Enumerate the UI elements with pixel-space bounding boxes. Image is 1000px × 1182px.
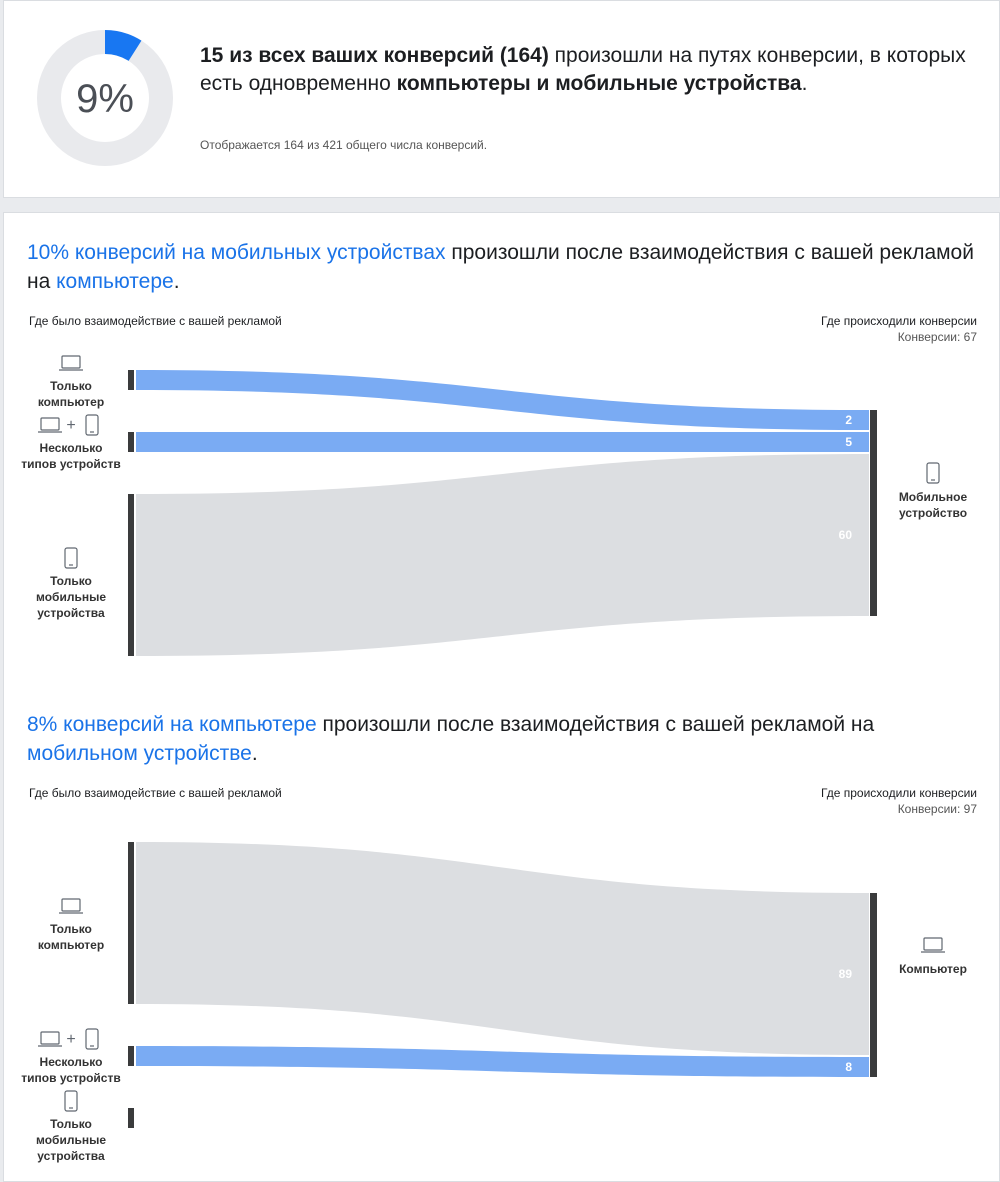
flow-value: 2 [845, 413, 852, 427]
title-part: произошли после взаимодействия с вашей р… [316, 713, 875, 736]
source-label: Только компьютер [37, 379, 105, 409]
total-label: Конверсии: 67 [897, 330, 977, 344]
phone-body [64, 547, 78, 569]
target-label: Мобильное устройство [898, 490, 968, 520]
source-node [128, 842, 134, 1004]
right-header: Где происходили конверсии [821, 786, 977, 800]
left-header: Где было взаимодействие с вашей рекламой [29, 314, 282, 328]
title-part: . [251, 742, 258, 765]
icon [64, 1090, 78, 1112]
phone-body [85, 1028, 99, 1050]
title-part: произошли после взаимодействия с вашей р… [27, 241, 974, 293]
phone-body [85, 414, 99, 436]
source-label: Только компьютер [37, 922, 105, 952]
laptop-screen [40, 417, 60, 431]
source-node [128, 1046, 134, 1066]
donut-label: 9% [76, 77, 134, 121]
flow [136, 842, 869, 1055]
source-node [128, 432, 134, 452]
icon [38, 414, 99, 436]
target-label: Компьютер [899, 962, 967, 976]
total-label: Конверсии: 97 [897, 802, 977, 816]
title-part: 10% конверсий на мобильных устройствах [27, 241, 446, 264]
flow-value: 60 [839, 528, 853, 542]
icon [64, 547, 78, 569]
title-part: 8% конверсий на компьютере [27, 713, 317, 736]
source-node [128, 370, 134, 390]
source-label: Несколько типов устройств [21, 441, 121, 471]
phone-body [926, 462, 940, 484]
icon [59, 898, 83, 914]
section-title: 10% конверсий на мобильных устройствах п… [27, 238, 977, 296]
phone-body [64, 1090, 78, 1112]
flow [136, 1046, 869, 1077]
donut-arc [37, 30, 173, 166]
target-node [870, 893, 877, 1077]
source-label: Только мобильные устройства [35, 1117, 106, 1163]
flow [136, 432, 869, 452]
right-header: Где происходили конверсии [821, 314, 977, 328]
note: Отображается 164 из 421 общего числа кон… [200, 138, 488, 152]
headline-part: . [801, 72, 808, 95]
headline: 15 из всех ваших конверсий (164) произош… [200, 42, 980, 98]
icon [38, 1028, 99, 1050]
title-part: . [173, 270, 180, 293]
source-label: Только мобильные устройства [35, 574, 106, 620]
flow [136, 1079, 869, 1108]
headline-part: произошли на путях конверсии, в которых … [200, 44, 966, 95]
section-title: 8% конверсий на компьютере произошли пос… [27, 710, 977, 768]
flow [136, 370, 869, 430]
laptop-screen [40, 1031, 60, 1045]
headline-part: 15 из всех ваших конверсий (164) [200, 44, 549, 67]
plus: + [66, 1031, 75, 1048]
laptop-screen [923, 937, 943, 951]
title-part: мобильном устройстве [27, 742, 252, 765]
icon [59, 355, 83, 371]
source-label: Несколько типов устройств [21, 1055, 121, 1085]
plus: + [66, 417, 75, 434]
laptop-screen [61, 355, 81, 369]
flow-value: 8 [845, 1060, 852, 1074]
source-node [128, 1108, 134, 1128]
flow-value: 5 [845, 435, 852, 449]
flow-value: 89 [839, 967, 853, 981]
flow [136, 454, 869, 656]
target-node [870, 410, 877, 616]
left-header: Где было взаимодействие с вашей рекламой [29, 786, 282, 800]
icon [921, 937, 945, 953]
laptop-screen [61, 898, 81, 912]
icon [926, 462, 940, 484]
title-part: компьютере [56, 270, 174, 293]
headline-part: компьютеры и мобильные устройства [396, 72, 802, 95]
source-node [128, 494, 134, 656]
